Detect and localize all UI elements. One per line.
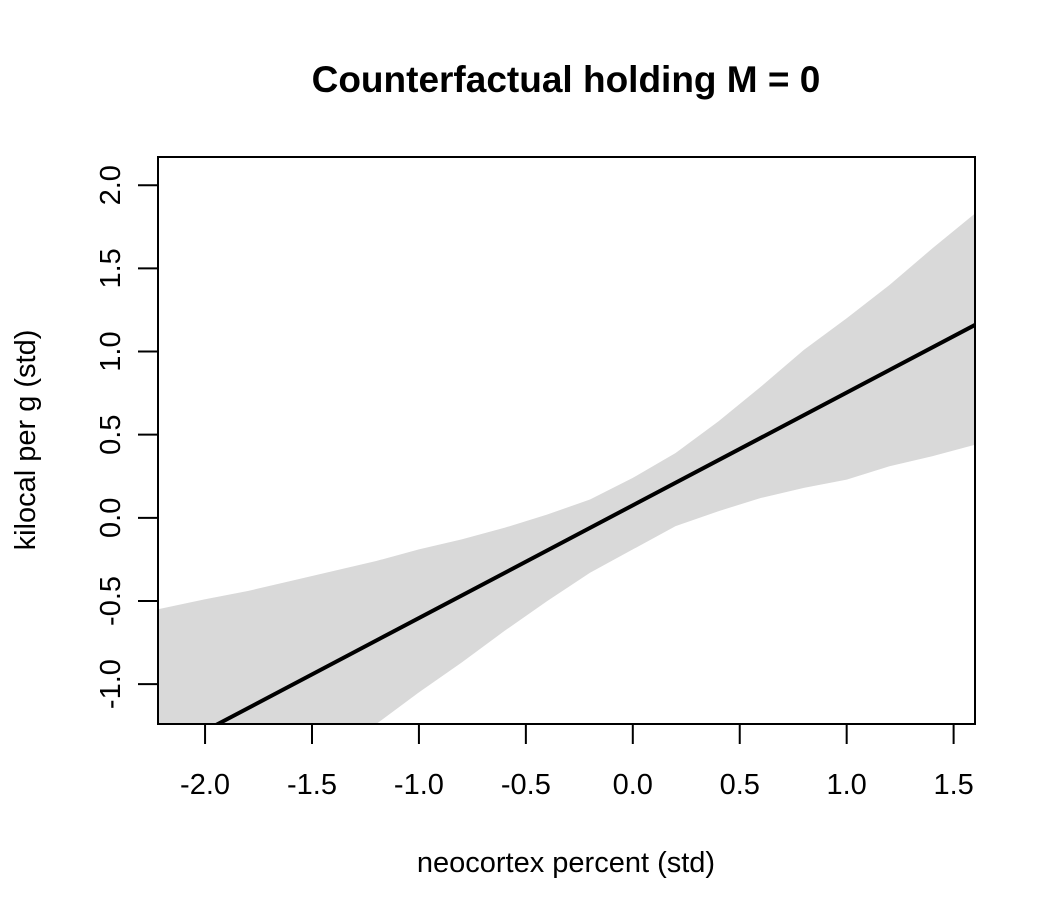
y-axis: -1.0 -0.5 0.0 0.5 1.0 1.5 2.0 — [95, 165, 159, 709]
y-tick-label: 0.0 — [95, 498, 127, 538]
x-tick-label: -2.0 — [180, 769, 230, 801]
x-axis-label: neocortex percent (std) — [417, 847, 715, 879]
x-tick-label: -1.0 — [394, 769, 444, 801]
x-tick-label: 1.5 — [933, 769, 973, 801]
y-tick-label: 1.0 — [95, 331, 127, 371]
y-tick-label: 0.5 — [95, 415, 127, 455]
y-tick-label: -0.5 — [95, 576, 127, 626]
mean-regression-line — [213, 323, 975, 724]
x-axis: -2.0 -1.5 -1.0 -0.5 0.0 0.5 1.0 1.5 — [180, 723, 974, 801]
y-tick-label: -1.0 — [95, 659, 127, 709]
x-tick-label: -1.5 — [287, 769, 337, 801]
chart-title: Counterfactual holding M = 0 — [312, 59, 821, 100]
x-tick-label: 0.0 — [613, 769, 653, 801]
credible-interval-band — [158, 213, 975, 724]
x-tick-label: 1.0 — [827, 769, 867, 801]
x-tick-label: -0.5 — [501, 769, 551, 801]
y-axis-label: kilocal per g (std) — [10, 330, 42, 551]
y-tick-label: 1.5 — [95, 248, 127, 288]
x-tick-label: 0.5 — [720, 769, 760, 801]
y-tick-label: 2.0 — [95, 165, 127, 205]
